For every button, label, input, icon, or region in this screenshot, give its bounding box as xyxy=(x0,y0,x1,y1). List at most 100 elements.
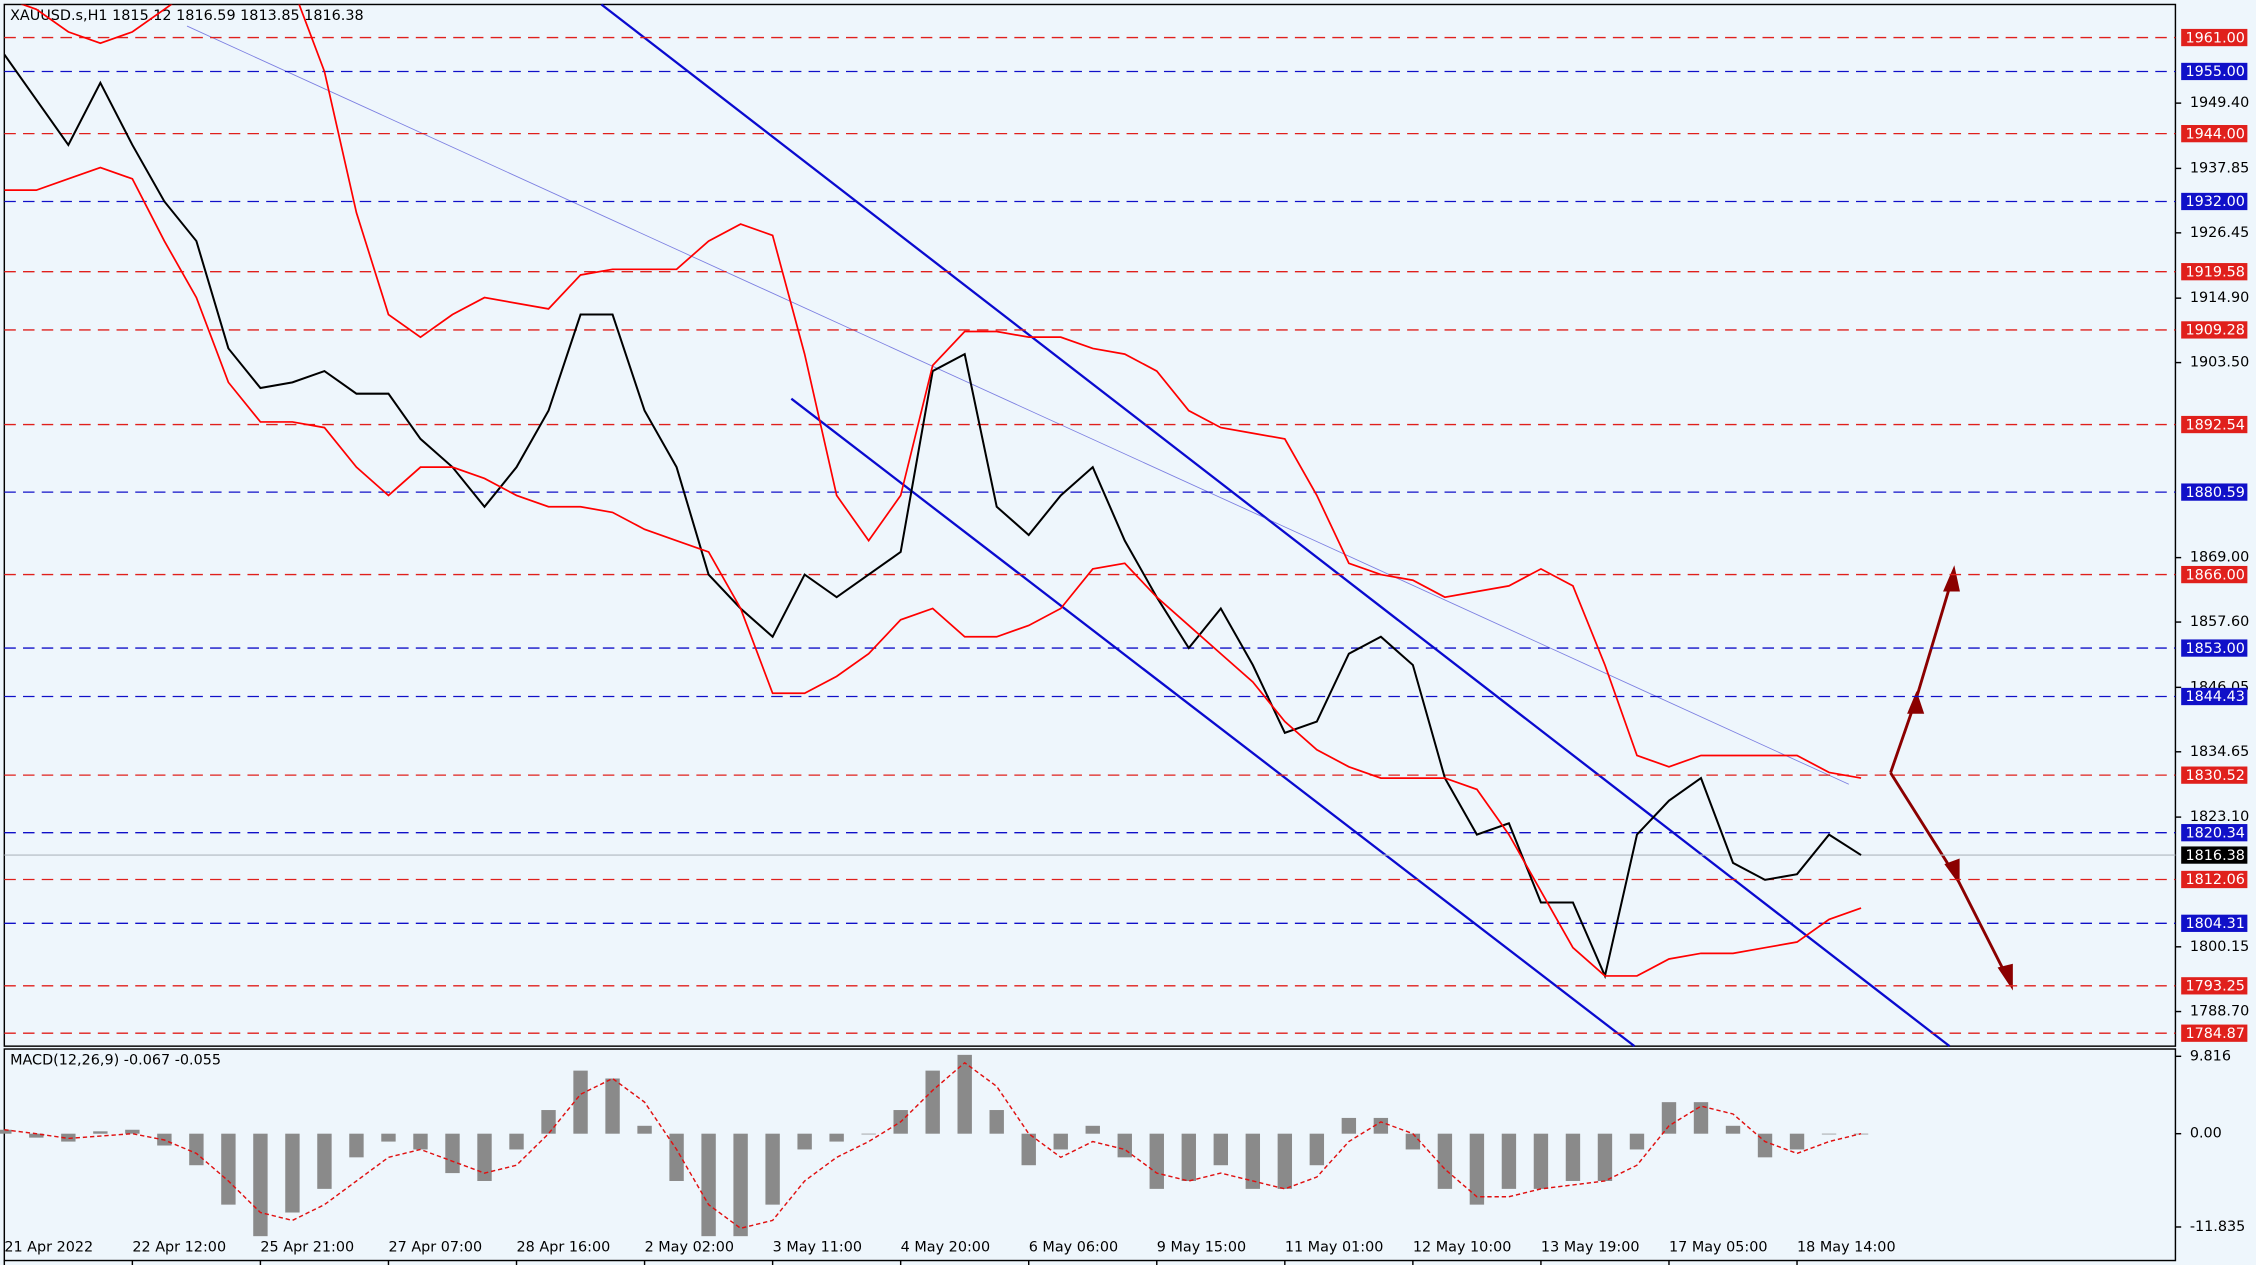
macd-bar xyxy=(29,1133,44,1138)
macd-bar xyxy=(765,1133,780,1205)
macd-bar xyxy=(1341,1117,1357,1134)
macd-bar xyxy=(189,1133,204,1166)
arrow-up-head xyxy=(1907,690,1925,714)
macd-bar xyxy=(317,1133,332,1189)
x-tick-label: 12 May 10:00 xyxy=(1413,1240,1512,1256)
macd-bar xyxy=(669,1133,684,1181)
x-tick-label: 18 May 14:00 xyxy=(1797,1240,1896,1256)
macd-bar xyxy=(573,1070,588,1134)
x-tick-label: 27 Apr 07:00 xyxy=(388,1240,482,1256)
macd-bar xyxy=(1565,1133,1581,1181)
macd-bar xyxy=(1437,1133,1453,1189)
x-tick-label: 17 May 05:00 xyxy=(1669,1240,1768,1256)
macd-label: MACD(12,26,9) -0.067 -0.055 xyxy=(10,1053,221,1069)
level-label: 1932.00 xyxy=(2186,194,2245,210)
macd-bar xyxy=(1277,1133,1293,1189)
arrow-down-head xyxy=(1997,963,2013,991)
y-tick-label: 1834.65 xyxy=(2190,744,2249,760)
channel xyxy=(600,3,1951,1048)
x-tick-label: 25 Apr 21:00 xyxy=(260,1240,354,1256)
x-tick-label: 13 May 19:00 xyxy=(1541,1240,1640,1256)
level-label: 1812.06 xyxy=(2186,872,2245,888)
macd-bar xyxy=(1021,1133,1036,1166)
macd-bar xyxy=(829,1133,844,1142)
y-tick-label: 1857.60 xyxy=(2190,614,2249,630)
macd-bar xyxy=(637,1125,652,1134)
level-badge xyxy=(2181,687,2248,706)
band-line xyxy=(4,166,1862,977)
y-tick-label: 1800.15 xyxy=(2190,939,2249,955)
level-label: 1955.00 xyxy=(2186,64,2245,80)
price-frame xyxy=(3,3,2177,1047)
level-badge xyxy=(2181,62,2248,81)
band-line xyxy=(20,4,1862,779)
level-badge xyxy=(2181,321,2248,339)
macd-bar xyxy=(477,1133,492,1181)
channel-lower xyxy=(790,397,1636,1048)
macd-bar xyxy=(1789,1133,1805,1150)
macd-bar xyxy=(701,1133,716,1237)
macd-bar xyxy=(989,1110,1004,1134)
macd-bar xyxy=(861,1133,876,1135)
macd-bar xyxy=(1693,1102,1709,1134)
macd-bar xyxy=(381,1133,396,1142)
level-label: 1919.58 xyxy=(2186,264,2245,280)
macd-bar xyxy=(1821,1133,1837,1135)
macd-bar xyxy=(1757,1133,1773,1158)
level-label: 1880.59 xyxy=(2186,485,2245,501)
y-tick-label: 1949.40 xyxy=(2190,95,2249,111)
level-badge xyxy=(2181,125,2248,143)
macd-bar xyxy=(1405,1133,1421,1150)
level-badge xyxy=(2181,870,2248,889)
macd-bar xyxy=(1501,1133,1517,1189)
x-tick-label: 11 May 01:00 xyxy=(1285,1240,1384,1256)
macd-bar xyxy=(1725,1125,1741,1134)
macd-bar xyxy=(413,1133,428,1150)
level-badge xyxy=(2181,192,2248,211)
y-tick-label: 1823.10 xyxy=(2190,809,2249,825)
macd-signal xyxy=(4,1061,1862,1230)
macd-bar xyxy=(1533,1133,1549,1189)
arrow-down-head xyxy=(1944,858,1960,886)
macd-bar xyxy=(1149,1133,1164,1189)
macd-bar xyxy=(733,1133,748,1237)
macd-bar xyxy=(1213,1133,1228,1166)
level-label: 1830.52 xyxy=(2186,768,2245,784)
macd-tick-label: 9.816 xyxy=(2190,1048,2231,1064)
macd-bar xyxy=(1597,1133,1613,1181)
price-line xyxy=(4,53,1862,980)
macd-bar xyxy=(0,1129,12,1134)
y-tick-label: 1788.70 xyxy=(2190,1004,2249,1020)
level-badge xyxy=(2181,639,2248,657)
macd-bar xyxy=(285,1133,300,1213)
x-tick-label: 21 Apr 2022 xyxy=(4,1240,93,1256)
x-tick-label: 9 May 15:00 xyxy=(1157,1240,1246,1256)
macd-bar xyxy=(61,1133,76,1142)
y-tick-label: 1903.50 xyxy=(2190,355,2249,371)
macd-bar xyxy=(1245,1133,1261,1189)
level-label: 1784.87 xyxy=(2186,1026,2245,1042)
macd-bar xyxy=(253,1133,268,1237)
level-label: 1804.31 xyxy=(2186,916,2245,932)
y-tick-label: 1914.90 xyxy=(2190,290,2249,306)
macd-bar xyxy=(1053,1133,1068,1150)
macd-bar xyxy=(221,1133,236,1205)
macd-bar xyxy=(1373,1117,1389,1134)
macd-bar xyxy=(349,1133,364,1158)
level-label: 1793.25 xyxy=(2186,979,2245,995)
macd-tick-label: 0.00 xyxy=(2190,1126,2222,1142)
macd-bar xyxy=(957,1054,972,1134)
level-label: 1909.28 xyxy=(2186,323,2245,339)
macd-bar xyxy=(445,1133,460,1174)
macd-bar xyxy=(1085,1125,1100,1134)
macd-bar xyxy=(1629,1133,1645,1150)
level-badge xyxy=(2181,766,2248,784)
current-price-badge xyxy=(2181,846,2248,864)
macd-bar xyxy=(1661,1102,1677,1134)
channel-upper xyxy=(600,3,1951,1048)
level-label: 1944.00 xyxy=(2186,126,2245,142)
forecast-arrows xyxy=(1889,565,2013,991)
macd-bar xyxy=(509,1133,524,1150)
